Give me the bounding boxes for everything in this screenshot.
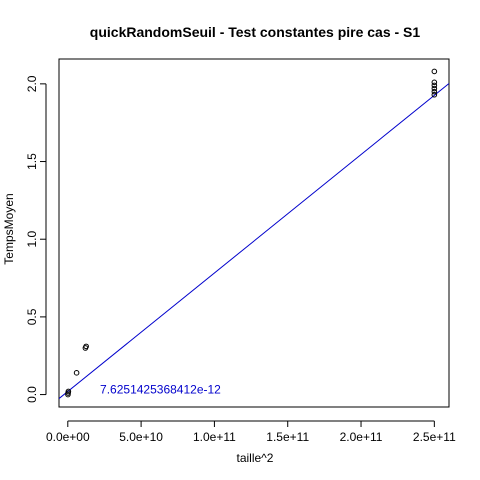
x-tick-label: 5.0e+10 xyxy=(119,430,163,444)
y-tick-label: 0.5 xyxy=(25,308,39,325)
data-point xyxy=(431,82,438,89)
y-tick-label: 1.0 xyxy=(25,231,39,248)
data-point xyxy=(73,370,80,376)
x-tick-label: 1.0e+11 xyxy=(193,430,236,444)
x-tick-label: 2.0e+11 xyxy=(340,430,383,444)
x-axis-label: taille^2 xyxy=(237,451,274,465)
plot-frame xyxy=(58,58,450,408)
x-tick-label: 0.0e+00 xyxy=(46,430,90,444)
data-point xyxy=(431,68,438,75)
data-point xyxy=(83,343,89,350)
y-tick-label: 1.5 xyxy=(25,153,39,170)
chart-title: quickRandomSeuil - Test constantes pire … xyxy=(90,24,421,40)
data-point xyxy=(431,91,438,98)
x-tick-label: 2.5e+11 xyxy=(413,430,456,444)
data-point xyxy=(65,388,72,395)
data-point xyxy=(431,88,438,95)
data-point xyxy=(431,79,438,86)
x-tick-label: 1.5e+11 xyxy=(266,430,309,444)
y-tick-label: 0.0 xyxy=(25,386,39,403)
regression-line xyxy=(59,83,449,399)
plot-layer: 0.0e+00 5.0e+10 1.0e+11 1.5e+11 2.0e+11 2.5e+… xyxy=(25,68,456,444)
data-point xyxy=(431,85,438,92)
y-axis-label: TempsMoyen xyxy=(2,193,16,264)
y-tick-label: 2.0 xyxy=(25,75,39,92)
slope-annotation: 7.6251425368412e-12 xyxy=(100,383,221,397)
